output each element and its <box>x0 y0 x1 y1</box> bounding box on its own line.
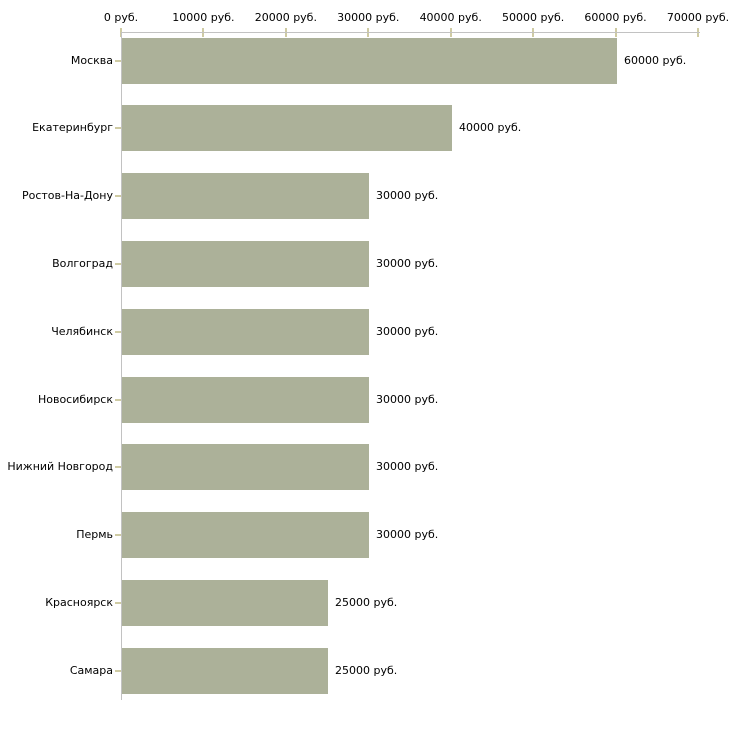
y-axis-tick-mark <box>115 602 121 604</box>
category-label: Ростов-На-Дону <box>21 189 113 202</box>
bar-value-label: 30000 руб. <box>376 325 439 338</box>
y-axis-line <box>121 32 122 700</box>
bar <box>122 648 328 694</box>
category-label: Самара <box>69 664 113 677</box>
category-label: Москва <box>70 54 113 67</box>
bar-value-label: 25000 руб. <box>335 664 398 677</box>
bar-value-label: 30000 руб. <box>376 460 439 473</box>
bar-value-label: 30000 руб. <box>376 393 439 406</box>
y-axis-tick-mark <box>115 534 121 536</box>
x-axis-tick-label: 0 руб. <box>103 11 139 24</box>
category-label: Пермь <box>76 528 113 541</box>
y-axis-tick-mark <box>115 331 121 333</box>
category-label: Волгоград <box>52 257 113 270</box>
bar <box>122 512 369 558</box>
x-axis-tick-label: 70000 руб. <box>666 11 730 24</box>
bar <box>122 38 617 84</box>
y-axis-tick-mark <box>115 466 121 468</box>
y-axis-tick-mark <box>115 195 121 197</box>
y-axis-tick-mark <box>115 399 121 401</box>
y-axis-tick-mark <box>115 127 121 129</box>
bar <box>122 580 328 626</box>
bar-value-label: 25000 руб. <box>335 596 398 609</box>
y-axis-tick-mark <box>115 60 121 62</box>
category-label: Екатеринбург <box>32 121 113 134</box>
bar <box>122 173 369 219</box>
category-label: Нижний Новгород <box>7 460 113 473</box>
x-axis-tick-label: 30000 руб. <box>337 11 400 24</box>
category-label: Красноярск <box>45 596 113 609</box>
bar <box>122 105 452 151</box>
category-label: Новосибирск <box>37 393 113 406</box>
y-axis-tick-mark <box>115 263 121 265</box>
x-axis-tick-label: 40000 руб. <box>419 11 482 24</box>
y-axis-tick-mark <box>115 670 121 672</box>
bar <box>122 444 369 490</box>
x-axis-tick-label: 20000 руб. <box>254 11 317 24</box>
bar-value-label: 30000 руб. <box>376 528 439 541</box>
bar-value-label: 30000 руб. <box>376 189 439 202</box>
bar-value-label: 40000 руб. <box>459 121 522 134</box>
x-axis-line <box>121 32 700 33</box>
x-axis-tick-label: 10000 руб. <box>172 11 235 24</box>
bar-value-label: 30000 руб. <box>376 257 439 270</box>
bar-value-label: 60000 руб. <box>624 54 687 67</box>
x-axis-tick-label: 60000 руб. <box>584 11 647 24</box>
bar <box>122 377 369 423</box>
x-axis-tick-label: 50000 руб. <box>502 11 565 24</box>
category-label: Челябинск <box>51 325 113 338</box>
bar <box>122 309 369 355</box>
bar <box>122 241 369 287</box>
